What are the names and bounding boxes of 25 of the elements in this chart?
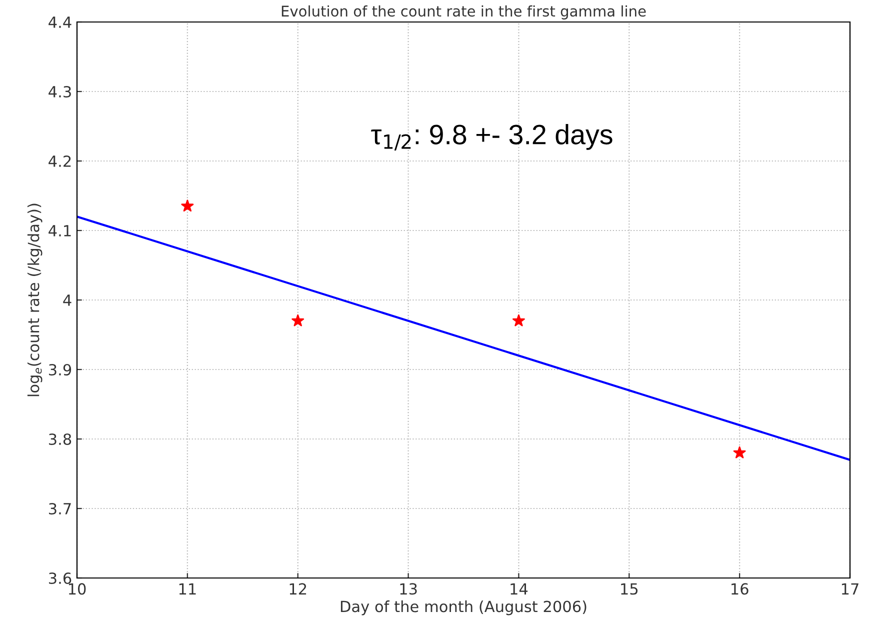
y-tick-label: 4 bbox=[63, 294, 72, 306]
point bbox=[292, 314, 304, 326]
x-tick-label: 11 bbox=[179, 583, 196, 594]
annotation: τ$_{1/2}$: 9.8 +- 3.2 days bbox=[371, 124, 612, 151]
point bbox=[733, 446, 746, 458]
y-tick-label: 3.8 bbox=[49, 433, 72, 446]
x-tick-label: 17 bbox=[842, 583, 858, 594]
point bbox=[181, 200, 194, 212]
y-tick-label: 3.7 bbox=[49, 502, 71, 515]
x-tick-label: 12 bbox=[290, 583, 306, 594]
x-axis-title: Day of the month (August 2006) bbox=[340, 600, 586, 616]
y-tick-label: 4.3 bbox=[48, 86, 71, 98]
x-tick-label: 13 bbox=[400, 583, 417, 595]
y-tick-label: 3.6 bbox=[49, 572, 72, 584]
x-tick-label: 10 bbox=[68, 583, 86, 595]
chart-title: Evolution of the count rate in the first gamma line bbox=[282, 5, 646, 20]
y-tick-label: 4.1 bbox=[48, 225, 71, 236]
y-tick-label: 3.9 bbox=[49, 364, 72, 376]
y-tick-label: 4.4 bbox=[48, 16, 72, 28]
y-tick-label: 4.2 bbox=[48, 155, 71, 167]
point bbox=[512, 314, 525, 326]
x-tick-label: 16 bbox=[732, 583, 748, 595]
x-tick-label: 15 bbox=[621, 583, 638, 595]
x-tick-label: 14 bbox=[510, 583, 528, 594]
y-axis-title: log$_{e}$(count rate (/kg/day)) bbox=[27, 204, 42, 396]
